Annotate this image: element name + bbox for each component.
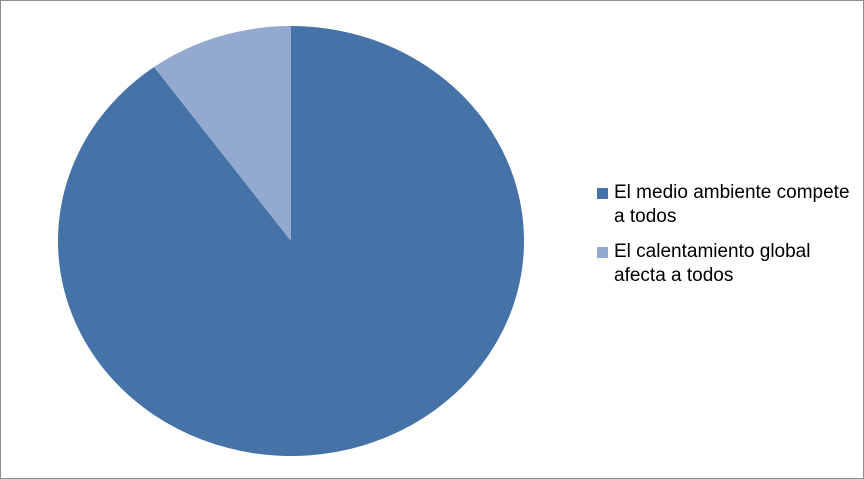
legend-item-calentamiento-global: El calentamiento global afecta a todos bbox=[597, 240, 859, 288]
legend-label-medio-ambiente: El medio ambiente compete a todos bbox=[614, 182, 850, 227]
legend-swatch-calentamiento-global bbox=[597, 247, 608, 258]
legend: El medio ambiente compete a todos El cal… bbox=[597, 181, 859, 299]
pie-slice-1 bbox=[154, 26, 291, 241]
legend-item-medio-ambiente: El medio ambiente compete a todos bbox=[597, 181, 859, 229]
legend-label-calentamiento-global: El calentamiento global afecta a todos bbox=[614, 241, 811, 286]
pie-slice-0 bbox=[58, 26, 525, 456]
legend-swatch-medio-ambiente bbox=[597, 188, 608, 199]
